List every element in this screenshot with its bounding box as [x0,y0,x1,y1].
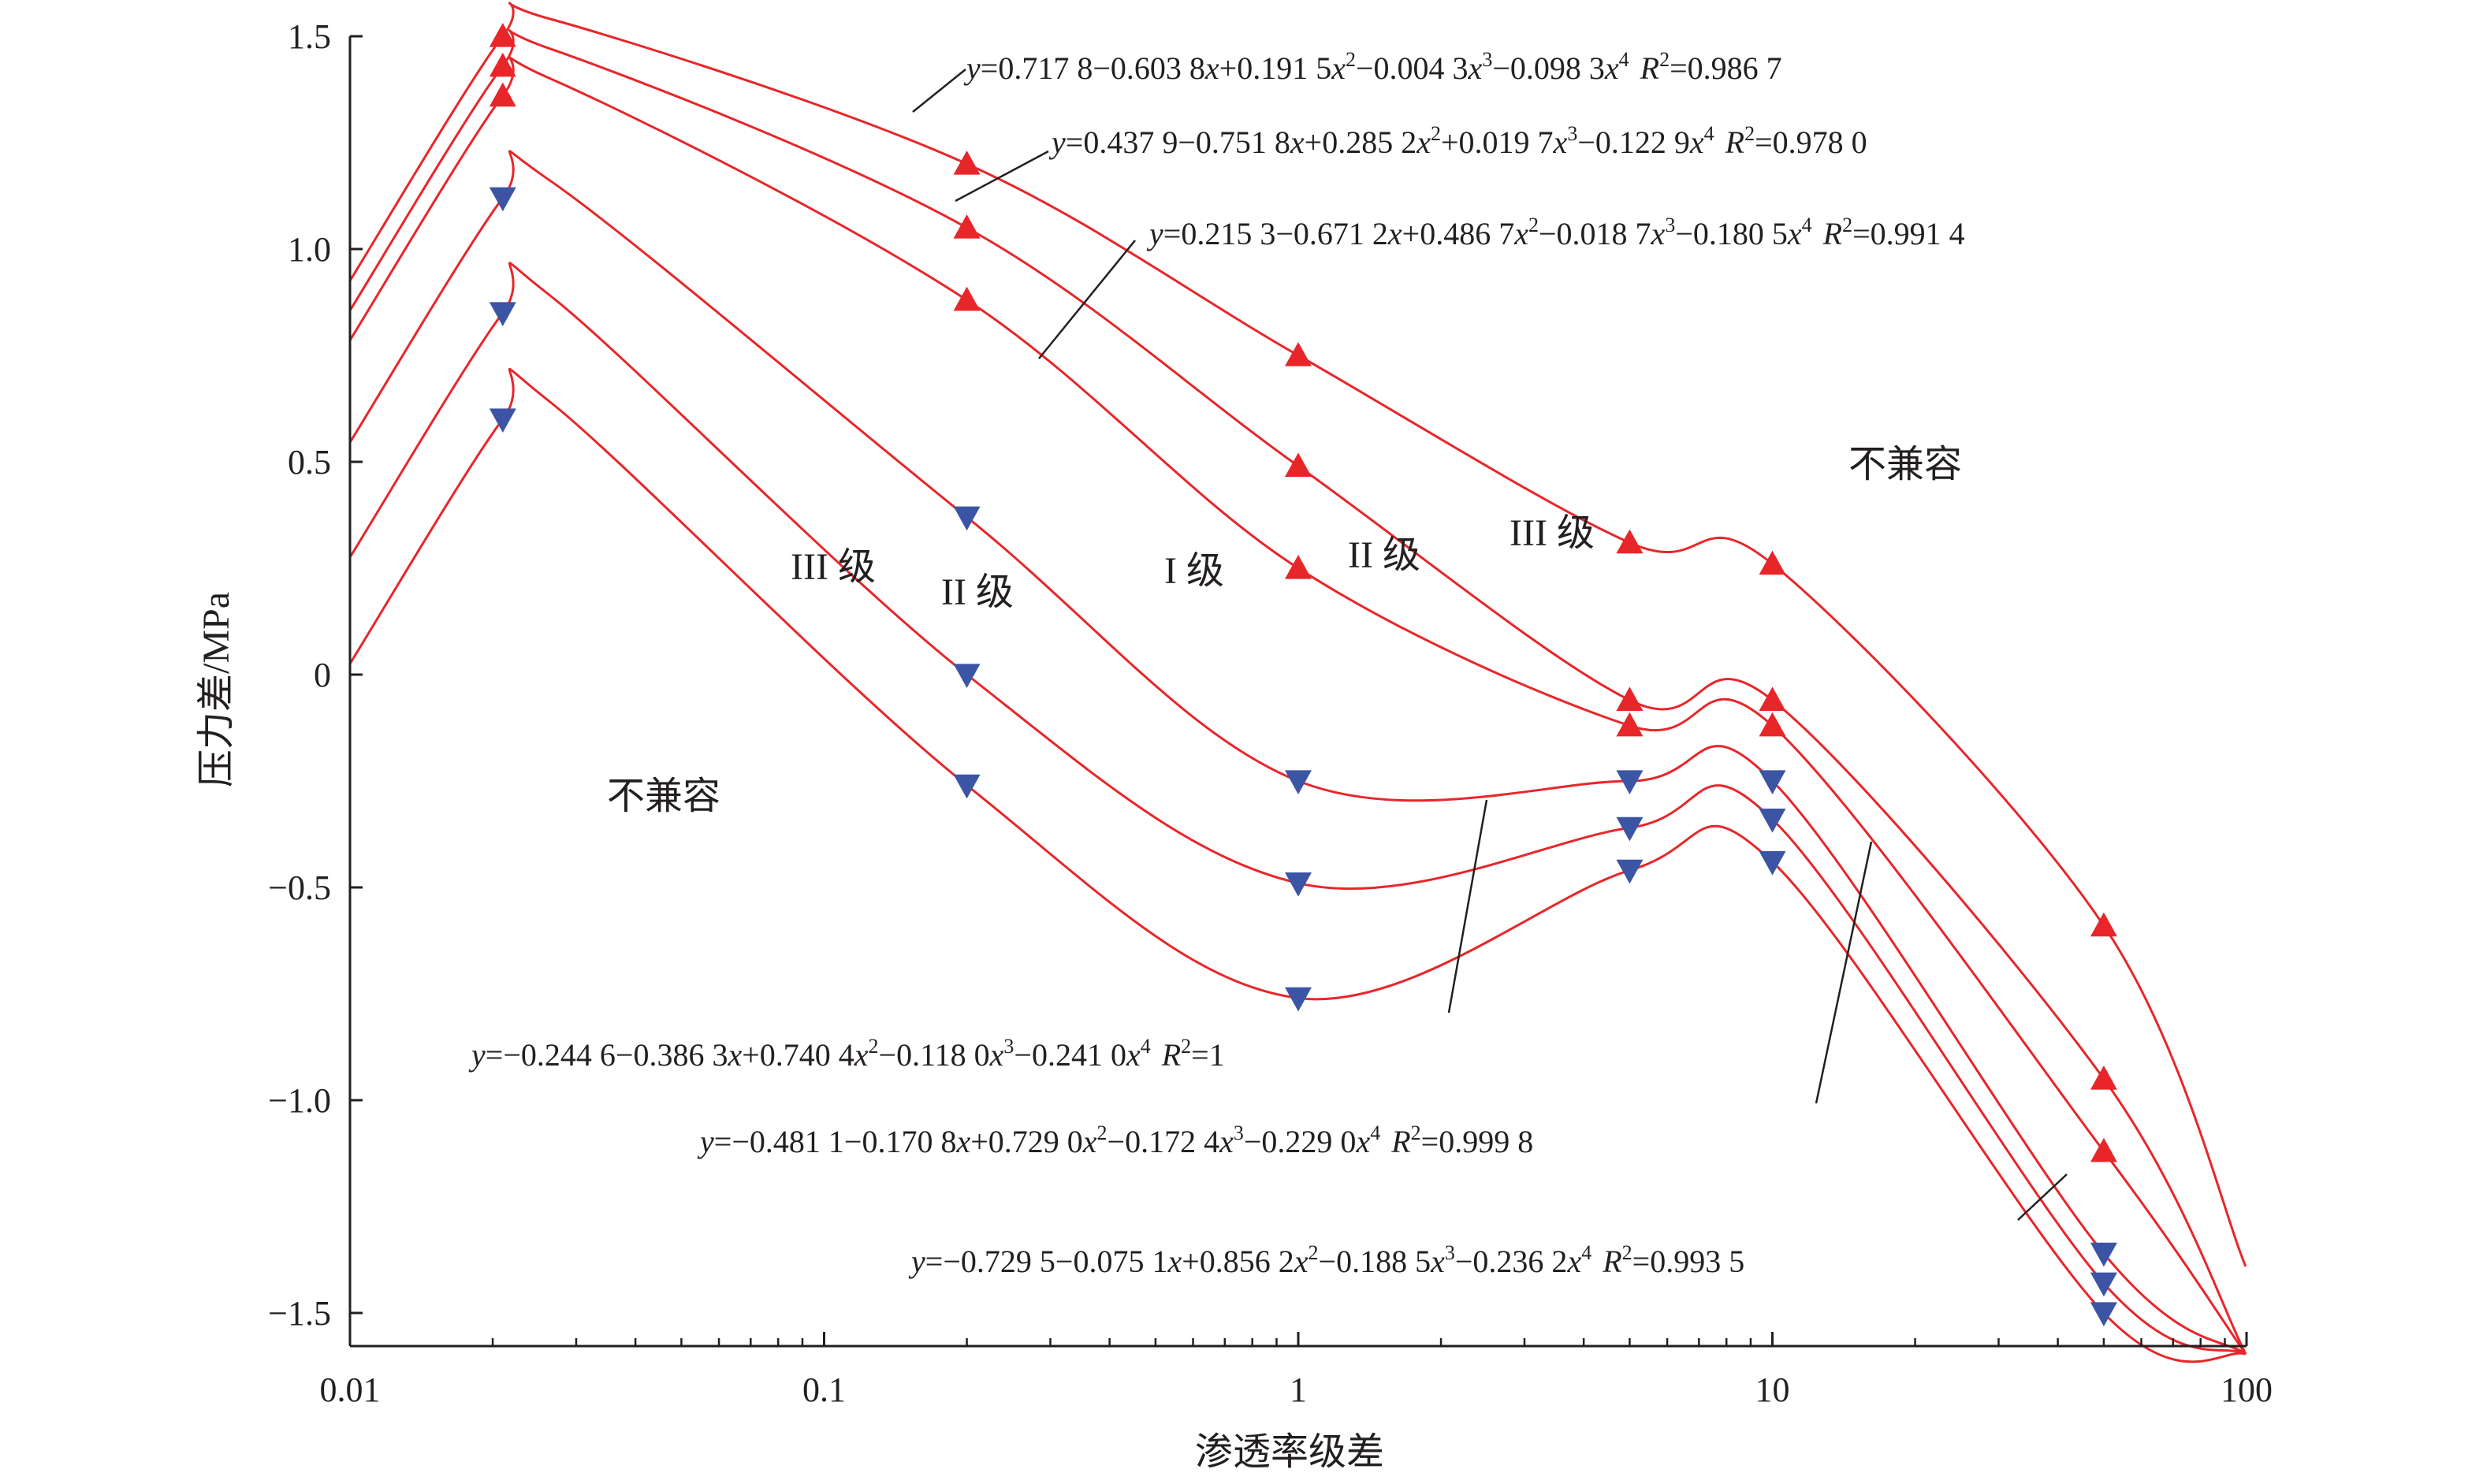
data-point-series-1 [2090,912,2117,937]
data-point-series-3 [1759,712,1786,737]
data-point-series-2 [1616,686,1644,711]
x-tick-label: 1 [1290,1371,1307,1409]
data-point-series-6 [1616,859,1644,884]
y-tick-label: 0 [314,656,331,694]
data-point-series-1 [1616,529,1644,554]
data-point-series-6 [953,774,981,799]
region-label-incompatible: 不兼容 [1848,444,1962,485]
data-point-series-4 [1285,770,1312,794]
data-point-series-4 [489,187,516,212]
fit-curve-6 [348,367,2247,1363]
data-point-series-1 [489,23,516,47]
data-point-series-6 [1759,851,1786,876]
data-point-series-4 [2090,1242,2117,1267]
leader-line-3 [1038,240,1136,359]
data-point-series-1 [1759,550,1786,575]
fit-curve-1 [348,2,2247,1267]
y-axis-title: 压力差/MPa [195,592,237,787]
ticks [348,35,2248,1346]
data-point-series-6 [1285,987,1312,1012]
equation-3: y=0.215 3−0.671 2x+0.486 7x2−0.018 7x3−0… [1146,214,1965,251]
data-point-series-4 [1759,770,1786,794]
equation-1: y=0.717 8−0.603 8x+0.191 5x2−0.004 3x3−0… [963,48,1782,86]
data-point-series-5 [2090,1272,2117,1297]
fit-curve-4 [348,150,2247,1356]
equation-2: y=0.437 9−0.751 8x+0.285 2x2+0.019 7x3−0… [1048,122,1867,160]
data-point-series-4 [1616,770,1644,794]
leader-line-6 [2017,1173,2068,1221]
equation-leader-lines [912,69,2068,1221]
region-label-grade-III-right: III 级 [1510,512,1595,554]
y-tick-label: 0.5 [288,443,331,482]
fit-curve-2 [348,29,2247,1355]
leader-line-4 [1447,799,1488,1014]
data-point-series-5 [1759,809,1786,833]
y-tick-label: −0.5 [268,868,331,907]
x-axis-title: 渗透率级差 [1195,1431,1384,1473]
leader-line-2 [955,150,1049,203]
data-markers [489,23,2117,1326]
x-tick-label: 100 [2221,1371,2273,1409]
y-tick-label: −1.0 [268,1081,331,1120]
region-label-incompatible-lower: 不兼容 [607,775,720,817]
leader-line-1 [912,69,966,113]
region-label-grade-I: I 级 [1164,550,1224,592]
equation-6: y=−0.729 5−0.075 1x+0.856 2x2−0.188 5x3−… [908,1241,1744,1279]
fit-curve-3 [348,56,2247,1355]
data-point-series-2 [953,214,981,239]
data-point-series-3 [2090,1137,2117,1162]
x-tick-label: 0.1 [802,1371,846,1409]
data-point-series-3 [953,286,981,311]
tick-labels: 1.5 1.0 0.5 0 −0.5 −1.0 −1.5 0.01 0.1 1 10 100 [268,17,2273,1409]
data-point-series-5 [1616,816,1644,842]
data-point-series-2 [1759,686,1786,711]
leader-line-5 [1815,841,1873,1104]
data-point-series-3 [1616,712,1644,737]
data-point-series-1 [1285,342,1312,366]
data-point-series-4 [953,506,981,531]
data-point-series-5 [1285,872,1312,897]
region-label-grade-III-left: III 级 [791,546,876,588]
y-tick-label: 1.0 [288,230,331,269]
y-tick-label: −1.5 [268,1294,331,1333]
data-point-series-6 [489,408,516,433]
data-point-series-5 [953,664,981,688]
region-label-grade-II-left: II 级 [941,571,1014,613]
data-point-series-1 [953,151,981,175]
data-point-series-2 [1285,452,1312,477]
data-point-series-3 [1285,555,1312,579]
x-tick-label: 0.01 [320,1371,381,1409]
data-point-series-2 [2090,1066,2117,1090]
region-label-grade-II-right: II 级 [1348,534,1420,576]
y-tick-label: 1.5 [288,17,331,56]
equation-4: y=−0.244 6−0.386 3x+0.740 4x2−0.118 0x3−… [468,1035,1225,1073]
equation-5: y=−0.481 1−0.170 8x+0.729 0x2−0.172 4x3−… [697,1121,1533,1159]
x-tick-label: 10 [1755,1371,1790,1409]
data-point-series-6 [2090,1302,2117,1326]
data-point-series-3 [489,82,516,107]
data-point-series-2 [489,52,516,77]
data-point-series-5 [489,302,516,326]
